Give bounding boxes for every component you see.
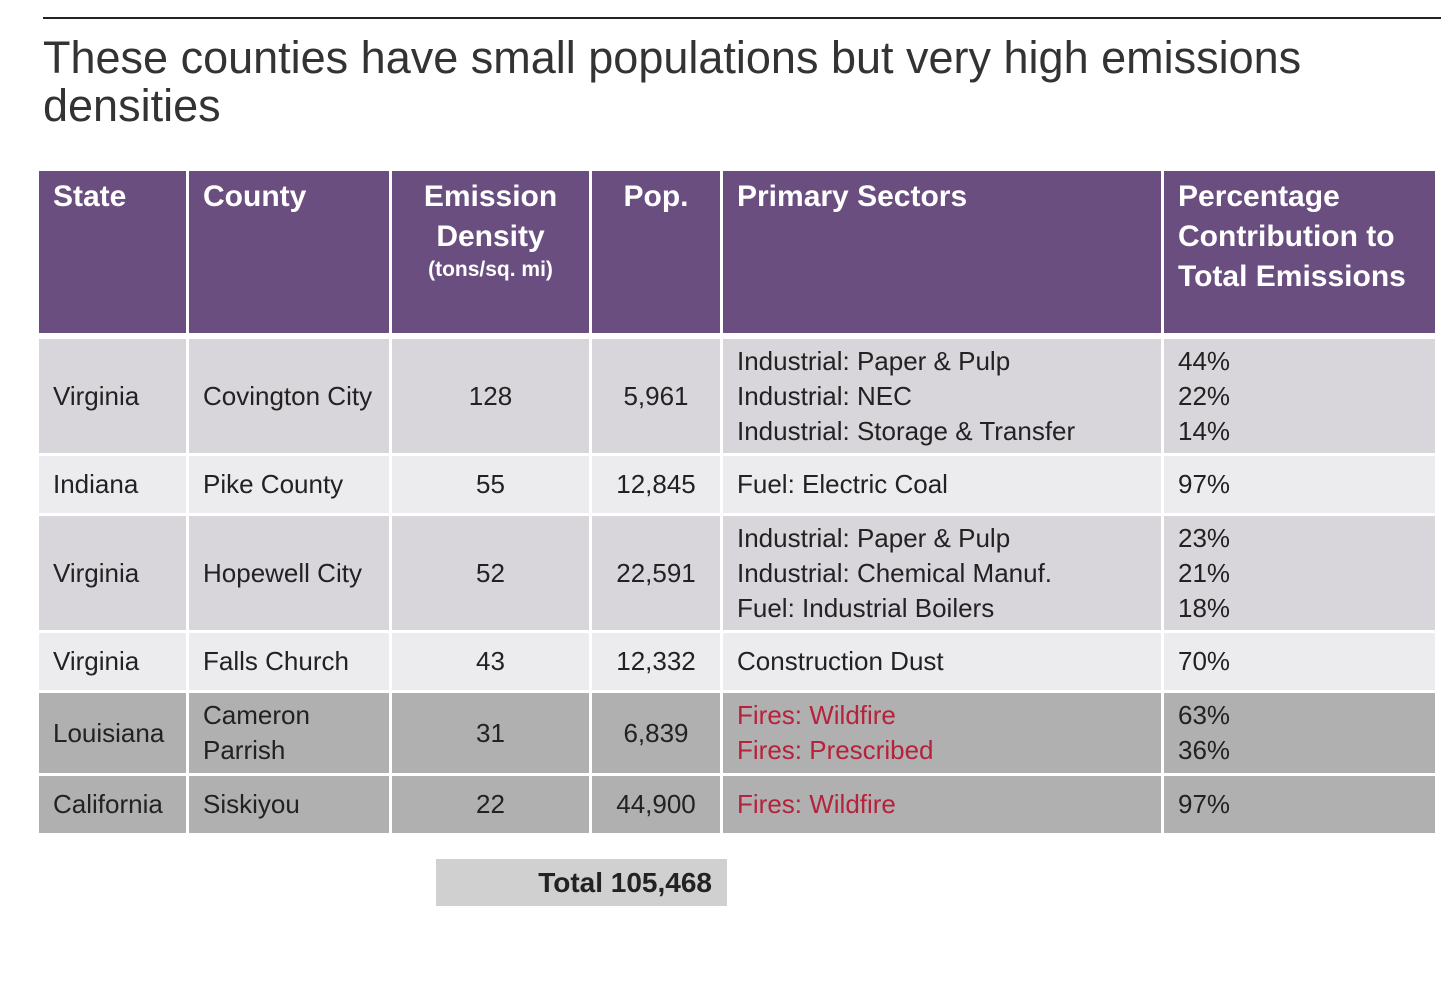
- cell-state: Louisiana: [39, 693, 186, 773]
- cell-pop: 12,845: [592, 456, 720, 513]
- table-row: Virginia Hopewell City 52 22,591 Industr…: [39, 516, 1435, 630]
- cell-density: 52: [392, 516, 589, 630]
- header-density-label: Emission Density: [423, 180, 558, 253]
- pct-item: 44%: [1178, 345, 1231, 376]
- header-density: Emission Density (tons/sq. mi): [392, 171, 589, 333]
- cell-pct: 97%: [1164, 456, 1435, 513]
- population-total: Total 105,468: [436, 859, 727, 906]
- cell-density: 22: [392, 776, 589, 833]
- cell-sectors: Fuel: Electric Coal: [723, 456, 1161, 513]
- header-state: State: [39, 171, 186, 333]
- cell-county: Pike County: [189, 456, 389, 513]
- cell-density: 55: [392, 456, 589, 513]
- cell-density: 43: [392, 633, 589, 690]
- header-sectors: Primary Sectors: [723, 171, 1161, 333]
- sector-item: Fires: Prescribed: [737, 735, 934, 765]
- cell-pct: 97%: [1164, 776, 1435, 833]
- sector-item: Fires: Wildfire: [737, 789, 896, 819]
- cell-county: Hopewell City: [189, 516, 389, 630]
- top-rule: [43, 17, 1441, 19]
- pct-item: 97%: [1178, 469, 1231, 499]
- cell-pct: 23% 21% 18%: [1164, 516, 1435, 630]
- table-row: Indiana Pike County 55 12,845 Fuel: Elec…: [39, 456, 1435, 513]
- cell-sectors: Fires: Wildfire Fires: Prescribed: [723, 693, 1161, 773]
- cell-state: California: [39, 776, 186, 833]
- pct-item: 23%: [1178, 522, 1231, 553]
- cell-pop: 44,900: [592, 776, 720, 833]
- cell-pct: 70%: [1164, 633, 1435, 690]
- sector-item: Industrial: Paper & Pulp: [737, 522, 1011, 553]
- cell-county: Siskiyou: [189, 776, 389, 833]
- cell-state: Virginia: [39, 516, 186, 630]
- cell-sectors: Industrial: Paper & Pulp Industrial: NEC…: [723, 339, 1161, 453]
- cell-state: Indiana: [39, 456, 186, 513]
- cell-pop: 22,591: [592, 516, 720, 630]
- cell-density: 31: [392, 693, 589, 773]
- cell-pop: 5,961: [592, 339, 720, 453]
- header-row: State County Emission Density (tons/sq. …: [39, 171, 1435, 333]
- pct-item: 18%: [1178, 592, 1231, 623]
- cell-pop: 6,839: [592, 693, 720, 773]
- header-pop: Pop.: [592, 171, 720, 333]
- sector-item: Industrial: Paper & Pulp: [737, 345, 1011, 376]
- cell-sectors: Industrial: Paper & Pulp Industrial: Che…: [723, 516, 1161, 630]
- pct-item: 63%: [1178, 700, 1231, 730]
- pct-item: 97%: [1178, 789, 1231, 819]
- sector-item: Industrial: Storage & Transfer: [737, 415, 1076, 446]
- table-row: Virginia Falls Church 43 12,332 Construc…: [39, 633, 1435, 690]
- table-row: Virginia Covington City 128 5,961 Indust…: [39, 339, 1435, 453]
- cell-pct: 63% 36%: [1164, 693, 1435, 773]
- sector-item: Industrial: Chemical Manuf.: [737, 557, 1053, 588]
- header-county: County: [189, 171, 389, 333]
- header-density-unit: (tons/sq. mi): [428, 258, 553, 281]
- cell-pct: 44% 22% 14%: [1164, 339, 1435, 453]
- sector-item: Fuel: Electric Coal: [737, 469, 948, 499]
- sector-item: Fuel: Industrial Boilers: [737, 592, 995, 623]
- cell-county: Cameron Parrish: [189, 693, 389, 773]
- sector-item: Fires: Wildfire: [737, 700, 896, 730]
- cell-county: Falls Church: [189, 633, 389, 690]
- page-title: These counties have small populations bu…: [43, 32, 1302, 131]
- cell-pop: 12,332: [592, 633, 720, 690]
- cell-state: Virginia: [39, 633, 186, 690]
- sector-item: Industrial: NEC: [737, 380, 912, 411]
- emissions-table: State County Emission Density (tons/sq. …: [36, 168, 1438, 836]
- pct-item: 36%: [1178, 735, 1231, 765]
- cell-sectors: Construction Dust: [723, 633, 1161, 690]
- pct-item: 70%: [1178, 646, 1231, 676]
- pct-item: 21%: [1178, 557, 1231, 588]
- cell-sectors: Fires: Wildfire: [723, 776, 1161, 833]
- table-row: Louisiana Cameron Parrish 31 6,839 Fires…: [39, 693, 1435, 773]
- sector-item: Construction Dust: [737, 646, 944, 676]
- cell-county: Covington City: [189, 339, 389, 453]
- pct-item: 22%: [1178, 380, 1231, 411]
- cell-density: 128: [392, 339, 589, 453]
- header-pct: Percentage Contribution to Total Emissio…: [1164, 171, 1435, 333]
- pct-item: 14%: [1178, 415, 1231, 446]
- table-row: California Siskiyou 22 44,900 Fires: Wil…: [39, 776, 1435, 833]
- cell-state: Virginia: [39, 339, 186, 453]
